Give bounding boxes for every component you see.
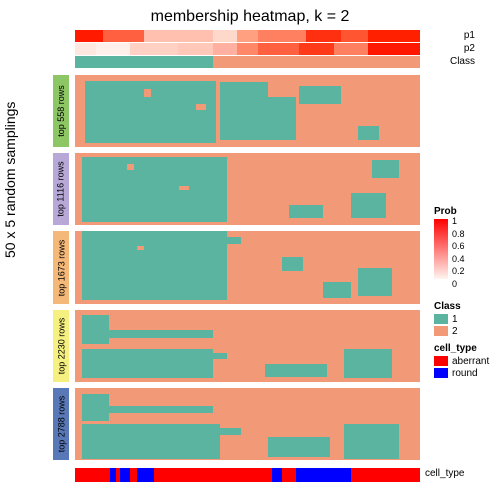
panel-tag: top 558 rows (53, 75, 69, 147)
legend-prob-title: Prob (434, 206, 499, 217)
annot-row-p2 (75, 43, 420, 55)
panel-tag: top 2230 rows (53, 310, 69, 382)
panel-tag-text: top 2788 rows (56, 396, 66, 453)
legend-item: 1 (434, 314, 499, 325)
prob-gradient (434, 219, 448, 279)
panel-tag: top 2788 rows (53, 388, 69, 460)
annot-label: Class (450, 56, 475, 67)
heatmap-panel (75, 310, 420, 382)
legend-item: 2 (434, 326, 499, 337)
panel-tag-text: top 1673 rows (56, 239, 66, 296)
prob-tick: 0.2 (452, 265, 465, 278)
legend-item: aberrant (434, 356, 499, 367)
prob-tick: 0.8 (452, 228, 465, 241)
legend-celltype-title: cell_type (434, 343, 499, 354)
prob-tick: 0 (452, 278, 465, 291)
panel-tag-text: top 1116 rows (56, 162, 66, 217)
heatmap-panel (75, 388, 420, 460)
annot-label: p2 (464, 43, 475, 54)
y-axis-label: 50 x 5 random samplings (2, 102, 18, 258)
heatmap-panel (75, 75, 420, 147)
prob-tick: 0.4 (452, 253, 465, 266)
bottom-annot-label: cell_type (425, 468, 464, 479)
prob-tick: 0.6 (452, 240, 465, 253)
heatmap-panels: top 558 rowstop 1116 rowstop 1673 rowsto… (75, 75, 420, 460)
panel-tag: top 1116 rows (53, 153, 69, 225)
annot-label: p1 (464, 30, 475, 41)
annot-row-p1 (75, 30, 420, 42)
legend-class-title: Class (434, 301, 499, 312)
chart-title: membership heatmap, k = 2 (100, 8, 400, 26)
panel-tag: top 1673 rows (53, 231, 69, 303)
annot-row-Class (75, 56, 420, 68)
bottom-annotation (75, 468, 420, 482)
top-annotation: p1p2Class (75, 30, 420, 69)
prob-tick: 1 (452, 215, 465, 228)
legend-item: round (434, 368, 499, 379)
heatmap-panel (75, 231, 420, 303)
panel-tag-text: top 2230 rows (56, 317, 66, 374)
heatmap-panel (75, 153, 420, 225)
panel-tag-text: top 558 rows (56, 85, 66, 137)
legend: Prob10.80.60.40.20Class12cell_typeaberra… (434, 200, 499, 380)
